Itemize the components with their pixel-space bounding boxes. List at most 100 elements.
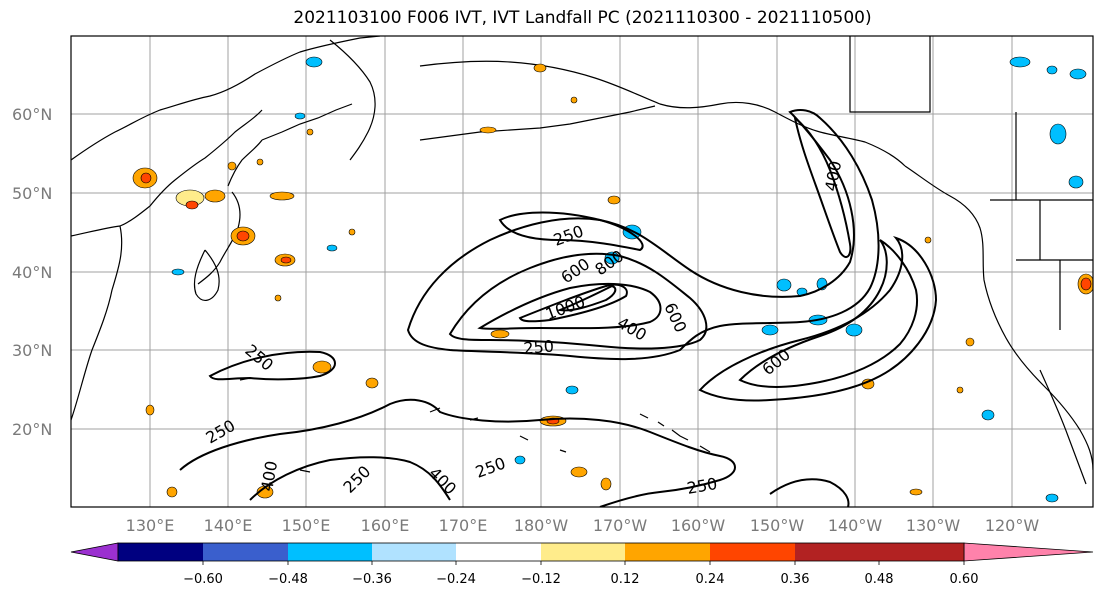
negative-patch <box>776 278 792 292</box>
positive-patch <box>570 466 588 478</box>
ivt-contour-600-central <box>477 282 662 330</box>
lon-label: 120°W <box>985 516 1040 535</box>
positive-patch <box>166 486 178 498</box>
positive-patch <box>185 200 199 210</box>
longitude-labels: 130°E 140°E 150°E 160°E 170°E 180°W 170°… <box>126 516 1040 535</box>
colorbar-tick-label: 0.24 <box>696 572 725 587</box>
positive-patch <box>533 63 547 73</box>
ivt-contour-800-central <box>518 283 628 323</box>
colorbar-segment <box>710 543 795 561</box>
negative-patch <box>981 409 995 421</box>
ivt-contour-400-south <box>249 456 451 501</box>
positive-patch <box>924 236 932 244</box>
lon-label: 130°W <box>906 516 961 535</box>
colorbar-segment <box>372 543 456 561</box>
lon-label: 170°W <box>593 516 648 535</box>
positive-patch <box>965 337 975 347</box>
colorbar-tick-label: −0.60 <box>183 572 223 587</box>
lon-label: 180°W <box>514 516 569 535</box>
lat-label: 60°N <box>12 105 52 124</box>
aleutian-islands <box>419 105 656 141</box>
positive-patch <box>348 228 356 236</box>
ivt-contour-400-east <box>698 235 938 402</box>
positive-patch <box>909 488 923 496</box>
kuril-islands <box>261 103 353 141</box>
positive-patch <box>490 329 510 339</box>
colorbar-tick-label: 0.36 <box>781 572 810 587</box>
colorbar-segment <box>456 543 541 561</box>
colorbar-segment <box>879 543 964 561</box>
ivt-contour-250-south <box>179 398 736 507</box>
colorbar-tick-label: 0.12 <box>611 572 640 587</box>
positive-patch <box>570 96 578 104</box>
negative-patch <box>294 112 306 120</box>
ivt-contour-250-southwest <box>208 350 336 381</box>
lon-label: 130°E <box>126 516 175 535</box>
lat-label: 40°N <box>12 263 52 282</box>
negative-patch <box>1009 56 1031 68</box>
ivt-contour-600-coast <box>793 115 852 259</box>
asia-coastline <box>71 36 381 421</box>
coastlines <box>71 36 1093 485</box>
colorbar-segment <box>288 543 372 561</box>
ivt-contour-600-east <box>738 239 918 388</box>
lon-label: 160°W <box>671 516 726 535</box>
korea-coastline <box>193 249 220 301</box>
lon-label: 140°E <box>204 516 253 535</box>
positive-patch <box>607 195 621 205</box>
colorbar-tick-label: −0.12 <box>521 572 561 587</box>
map-frame <box>70 35 1094 508</box>
negative-patch <box>514 455 526 465</box>
ivt-contour-400-central <box>448 252 708 350</box>
hawaii-islands <box>639 413 711 453</box>
ivt-contour-250-upper <box>498 211 644 252</box>
colorbar-segment <box>541 543 625 561</box>
graticule <box>71 36 1093 507</box>
positive-patch <box>204 189 226 203</box>
colorbar-segment <box>795 543 879 561</box>
positive-patch <box>312 360 332 374</box>
positive-patch <box>956 386 964 394</box>
positive-patch <box>274 294 282 302</box>
positive-patch <box>236 230 250 242</box>
colorbar-tick-label: −0.48 <box>268 572 308 587</box>
colorbar: −0.60 −0.48 −0.36 −0.24 −0.12 0.12 0.24 … <box>70 542 1094 587</box>
negative-patch <box>1049 123 1067 145</box>
positive-patch <box>145 404 155 416</box>
colorbar-min-arrow <box>70 542 119 562</box>
latitude-labels: 60°N 50°N 40°N 30°N 20°N <box>12 105 52 439</box>
positive-patch <box>256 158 264 166</box>
japan-coastline <box>197 139 263 285</box>
colorbar-max-arrow <box>963 542 1094 562</box>
state-borders <box>849 36 1093 330</box>
positive-patch <box>1080 277 1092 291</box>
positive-patch <box>140 172 152 184</box>
alaska-coastline <box>419 60 906 167</box>
lon-label: 160°E <box>361 516 410 535</box>
negative-patch <box>1068 175 1084 189</box>
baja-coastline <box>1039 369 1087 485</box>
negative-patch <box>171 268 185 276</box>
colorbar-segment <box>118 543 203 561</box>
map-title: 2021103100 F006 IVT, IVT Landfall PC (20… <box>293 8 872 28</box>
negative-patch <box>326 244 338 252</box>
colorbar-segment <box>625 543 710 561</box>
lon-label: 140°W <box>828 516 883 535</box>
colorbar-tick-label: 0.60 <box>950 572 979 587</box>
colorbar-tick-label: −0.36 <box>352 572 392 587</box>
ivt-contours <box>179 109 938 507</box>
positive-patch <box>280 256 292 264</box>
negative-patch <box>1046 65 1058 75</box>
lat-label: 30°N <box>12 341 52 360</box>
negative-patch <box>306 128 314 136</box>
lon-label: 150°W <box>750 516 805 535</box>
negative-patch <box>761 324 779 336</box>
colorbar-tick-label: 0.48 <box>865 572 894 587</box>
colorbar-tick-label: −0.24 <box>436 572 476 587</box>
kamchatka-coastline <box>329 39 376 161</box>
lat-label: 20°N <box>12 420 52 439</box>
contour-label: 250 <box>523 336 555 358</box>
positive-patch <box>600 477 612 491</box>
positive-patch <box>227 161 237 171</box>
